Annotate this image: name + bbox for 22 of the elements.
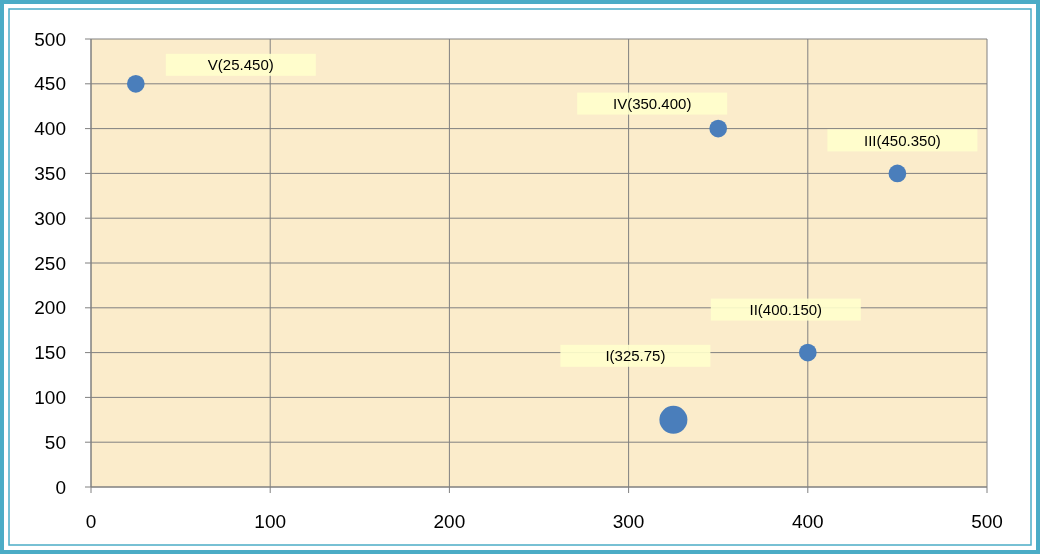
x-tick-label: 500 (971, 511, 1003, 532)
x-tick-label: 0 (85, 511, 97, 532)
y-tick-label: 250 (34, 252, 66, 274)
y-tick-label: 0 (55, 476, 66, 498)
x-tick-label: 400 (791, 511, 824, 532)
y-tick-label: 500 (34, 28, 66, 50)
y-tick-label: 100 (34, 387, 66, 409)
annotation: IV(350.400) (613, 94, 692, 112)
annotation: V(25.450) (207, 56, 274, 74)
annotation: II(400.150) (749, 300, 823, 318)
annotation: I(325.75) (605, 347, 666, 365)
x-tick-label: 100 (254, 511, 287, 532)
y-tick-label: 50 (44, 431, 66, 453)
y-tick-label: 400 (34, 118, 66, 140)
x-tick-label: 200 (433, 511, 466, 532)
y-tick-label: 350 (34, 163, 66, 185)
x-tick-label: 300 (612, 511, 645, 532)
y-tick-label: 300 (34, 207, 66, 229)
annotation: III(450.350) (864, 131, 941, 149)
y-tick-label: 150 (34, 342, 66, 364)
y-tick-label: 200 (34, 297, 66, 319)
y-tick-label: 450 (34, 73, 66, 95)
